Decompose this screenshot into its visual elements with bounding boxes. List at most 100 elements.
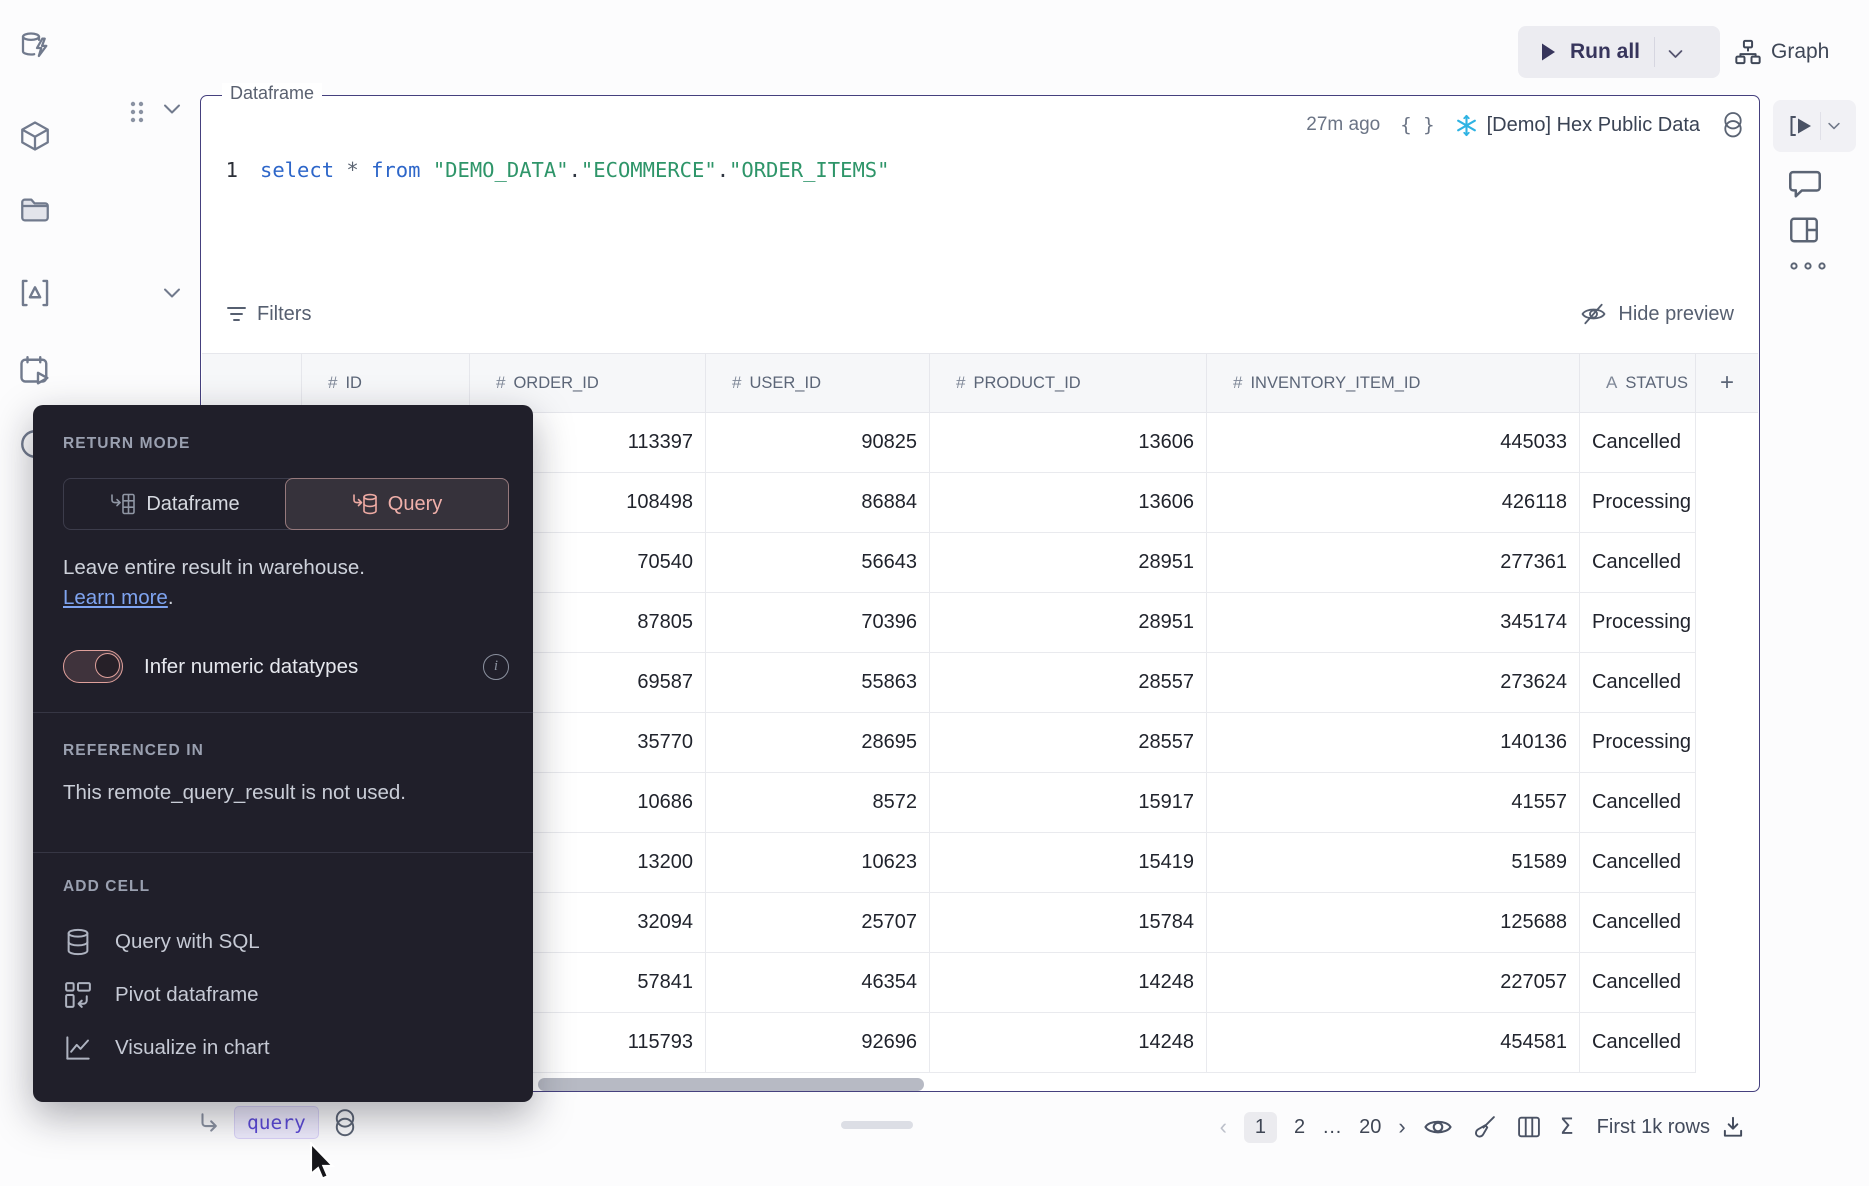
horizontal-scrollbar[interactable] [538,1078,924,1091]
table-cell: Cancelled [1580,833,1696,892]
column-header-order-id[interactable]: # ORDER_ID [470,354,706,412]
aggregate-sigma-icon[interactable]: Σ [1559,1114,1574,1140]
table-cell: Cancelled [1580,953,1696,1012]
return-mode-heading: RETURN MODE [63,435,191,452]
numeric-type-icon: # [1233,373,1243,392]
run-all-label: Run all [1570,40,1641,63]
table-cell: 15419 [930,833,1207,892]
filters-label: Filters [257,302,312,325]
menu-item-visualize-in-chart[interactable]: Visualize in chart [63,1033,270,1063]
table-cell: 273624 [1207,653,1580,712]
more-options-button[interactable] [1786,258,1830,274]
table-cell: 13606 [930,473,1207,532]
sidebar-item-variables[interactable] [16,274,54,312]
output-variable-pill[interactable]: query [234,1106,319,1139]
table-cell: 28557 [930,653,1207,712]
infer-datatypes-toggle[interactable] [63,650,123,683]
page-next-button[interactable]: › [1398,1114,1406,1139]
pivot-icon [63,980,93,1010]
menu-item-pivot-dataframe[interactable]: Pivot dataframe [63,980,259,1010]
table-cell: 25707 [706,893,930,952]
eye-off-icon [1580,302,1607,326]
sidebar-item-files[interactable] [16,191,54,229]
column-header-id[interactable]: # ID [302,354,470,412]
section-collapse-chevron[interactable] [162,286,182,300]
table-cell: 454581 [1207,1013,1580,1072]
data-source-button[interactable]: [Demo] Hex Public Data [1455,114,1700,137]
hide-preview-button[interactable]: Hide preview [1580,302,1734,326]
column-header-rownum [202,354,302,412]
line-number: 1 [225,158,238,182]
table-cell: Cancelled [1580,653,1696,712]
run-cell-button[interactable] [1773,100,1856,152]
table-cell: 14248 [930,1013,1207,1072]
table-cell: 10623 [706,833,930,892]
format-brush-icon[interactable] [1470,1113,1498,1141]
divider [33,852,533,853]
table-cell: 345174 [1207,593,1580,652]
table-cell: 56643 [706,533,930,592]
comment-button[interactable] [1786,165,1824,203]
info-icon[interactable]: i [483,653,509,680]
cell-drag-handle[interactable] [126,99,148,125]
divider [33,712,533,713]
warehouse-db-icon[interactable] [1720,110,1746,140]
table-cell: 8572 [706,773,930,832]
referenced-in-heading: REFERENCED IN [63,742,204,759]
sidebar-item-scheduled-runs[interactable] [16,352,54,390]
table-cell: 35770 [470,713,706,772]
page-prev-button[interactable]: ‹ [1219,1114,1227,1139]
data-source-name: [Demo] Hex Public Data [1486,113,1700,136]
return-mode-option-query[interactable]: Query [285,478,509,530]
filters-button[interactable]: Filters [226,303,311,326]
page-20-button[interactable]: 20 [1359,1115,1382,1138]
run-cell-dropdown-chevron[interactable] [1827,121,1841,131]
column-header-user-id[interactable]: # USER_ID [706,354,930,412]
referenced-in-text: This remote_query_result is not used. [63,781,406,804]
table-cell: 125688 [1207,893,1580,952]
column-header-status[interactable]: A STATUS [1580,354,1696,412]
numeric-type-icon: # [732,373,742,392]
first-rows-label: First 1k rows [1596,1115,1710,1138]
sql-editor[interactable]: 1 select * from "DEMO_DATA"."ECOMMERCE".… [214,158,890,182]
menu-item-label: Visualize in chart [115,1036,270,1059]
table-cell: 28951 [930,593,1207,652]
sql-code: select * from "DEMO_DATA"."ECOMMERCE"."O… [260,158,890,182]
graph-button[interactable]: Graph [1734,35,1829,69]
warehouse-db-icon[interactable] [331,1107,359,1139]
divider [1820,112,1821,140]
table-cell: 90825 [706,413,930,472]
page-1-button[interactable]: 1 [1243,1111,1278,1143]
menu-item-query-with-sql[interactable]: Query with SQL [63,927,260,957]
last-run-time: 27m ago [1306,114,1381,135]
add-column-button[interactable]: + [1696,354,1758,412]
first-rows-button[interactable]: First 1k rows [1597,1114,1746,1140]
table-cell: 113397 [470,413,706,472]
table-cell: 13606 [930,413,1207,472]
download-icon [1720,1114,1746,1140]
sidebar-item-data-sources[interactable] [16,27,54,65]
column-header-inventory-item-id[interactable]: # INVENTORY_ITEM_ID [1207,354,1580,412]
column-header-product-id[interactable]: # PRODUCT_ID [930,354,1207,412]
table-cell: 28951 [930,533,1207,592]
toggle-knob [95,653,120,678]
run-all-button[interactable]: Run all [1518,26,1720,78]
run-all-dropdown-chevron[interactable] [1667,48,1684,60]
preview-eye-icon[interactable] [1423,1114,1453,1140]
jinja-braces-icon[interactable]: { } [1400,114,1435,136]
return-mode-option-dataframe[interactable]: Dataframe [64,479,286,529]
cell-resize-handle[interactable] [841,1121,913,1129]
table-cell: 86884 [706,473,930,532]
string-type-icon: A [1606,373,1618,392]
sidebar-item-packages[interactable] [16,117,54,155]
layout-button[interactable] [1786,212,1822,248]
table-cell: 92696 [706,1013,930,1072]
page-2-button[interactable]: 2 [1294,1115,1306,1138]
table-cell: Cancelled [1580,1013,1696,1072]
columns-icon[interactable] [1515,1113,1543,1141]
table-cell: 51589 [1207,833,1580,892]
table-cell: 28557 [930,713,1207,772]
hide-preview-label: Hide preview [1618,302,1734,325]
learn-more-link[interactable]: Learn more [63,586,168,609]
cell-collapse-chevron[interactable] [162,102,182,116]
